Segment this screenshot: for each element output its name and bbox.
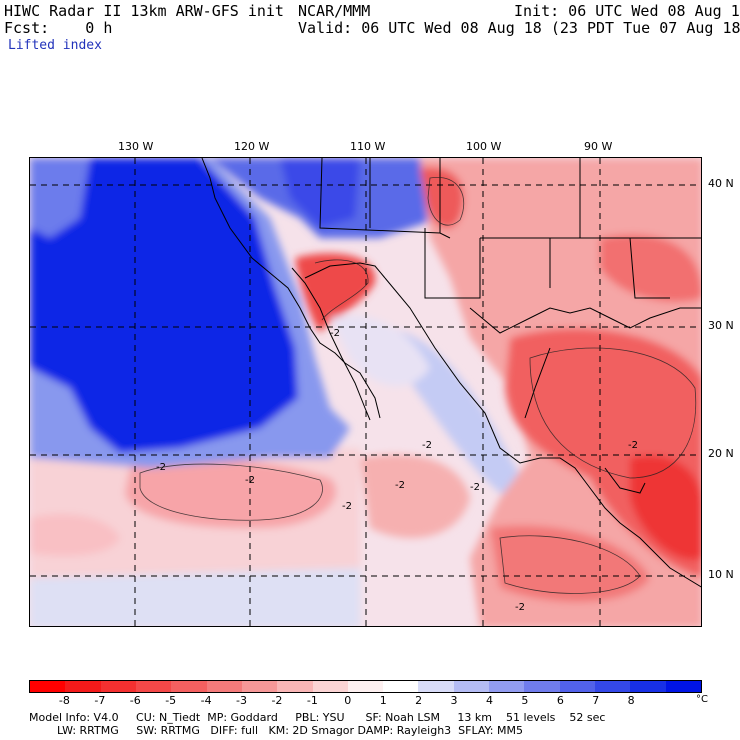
colorbar-segment: [595, 681, 631, 692]
colorbar-segment: [418, 681, 454, 692]
itcz-unstable-band: [125, 459, 337, 529]
lon-label-100w: 100 W: [466, 140, 502, 153]
model-info-line1: Model Info: V4.0 CU: N_Tiedt MP: Goddard…: [29, 711, 606, 724]
nw-stable-patch: [30, 158, 90, 238]
colorbar-segment: [206, 681, 242, 692]
lifted-index-map: -2 -2 -2 -2 -2 -2 -2 -2 -2: [29, 157, 702, 627]
contour-label: -2: [422, 440, 432, 451]
east-pacific-unstable: [490, 525, 650, 602]
colorbar-tick-label: 8: [627, 694, 635, 707]
colorbar-segment: [665, 681, 701, 692]
lon-label-120w: 120 W: [234, 140, 270, 153]
colorbar: [29, 680, 702, 693]
central-plains-unstable: [420, 167, 464, 229]
colorbar-unit: °C: [696, 694, 708, 705]
contours: [139, 176, 697, 594]
contour-label: -2: [342, 501, 352, 512]
contour-label: -2: [156, 462, 166, 473]
lon-label-110w: 110 W: [350, 140, 386, 153]
colorbar-segment: [135, 681, 172, 692]
colorbar-tick-label: 7: [592, 694, 600, 707]
colorbar-tick-label: -5: [165, 694, 177, 707]
colorbar-tick-label: 6: [556, 694, 564, 707]
contour-label: -2: [515, 602, 525, 613]
coastlines: [201, 158, 701, 588]
colorbar-segment: [453, 681, 490, 692]
colorbar-segment: [383, 681, 419, 692]
baja-neutral: [330, 315, 430, 387]
colorbar-segment: [30, 681, 66, 692]
colorbar-segment: [524, 681, 560, 692]
valid-time: Valid: 06 UTC Wed 08 Aug 18 (23 PDT Tue …: [298, 19, 740, 37]
colorbar-tick-label: -7: [94, 694, 106, 707]
southeast-us-unstable: [600, 234, 701, 302]
colorbar-tick-label: 5: [521, 694, 529, 707]
colorbar-segment: [489, 681, 525, 692]
colorbar-segment: [100, 681, 136, 692]
colorbar-tick-label: 4: [485, 694, 493, 707]
colorbar-segment: [65, 681, 101, 692]
colorbar-segment: [347, 681, 384, 692]
colorbar-segment: [171, 681, 207, 692]
graticule: [30, 158, 701, 626]
organization: NCAR/MMM: [298, 2, 371, 20]
pacific-stable-core: [30, 158, 298, 453]
nw-us-stable-core: [280, 158, 360, 228]
colorbar-segment: [241, 681, 278, 692]
caribbean-strong-unstable: [630, 455, 701, 560]
lon-label-90w: 90 W: [584, 140, 613, 153]
colorbar-segment: [559, 681, 595, 692]
colorbar-segment: [312, 681, 348, 692]
model-info-line2: LW: RRTMG SW: RRTMG DIFF: full KM: 2D Sm…: [29, 724, 523, 737]
contour-label: -2: [470, 482, 480, 493]
contour-label: -2: [628, 440, 638, 451]
colorbar-segment: [277, 681, 313, 692]
colorbar-tick-label: -1: [306, 694, 318, 707]
colorbar-tick-label: -8: [58, 694, 70, 707]
contour-label: -2: [395, 480, 405, 491]
colorbar-tick-label: 2: [415, 694, 423, 707]
colorbar-tick-label: 1: [379, 694, 387, 707]
colorbar-tick-label: -6: [129, 694, 141, 707]
init-time: Init: 06 UTC Wed 08 Aug 18: [514, 2, 740, 20]
sw-unstable-patch: [30, 514, 120, 556]
colorbar-segment: [630, 681, 666, 692]
colorbar-tick-label: -3: [236, 694, 247, 707]
colorbar-tick-label: -4: [200, 694, 212, 707]
mexico-coast-unstable: [360, 454, 470, 538]
contour-label: -2: [245, 475, 255, 486]
lat-label-10n: 10 N: [708, 568, 734, 581]
colorbar-tick-label: -2: [271, 694, 283, 707]
lat-label-30n: 30 N: [708, 319, 734, 332]
forecast-hour: Fcst: 0 h: [4, 19, 113, 37]
lon-label-130w: 130 W: [118, 140, 154, 153]
colorbar-tick-label: 0: [344, 694, 352, 707]
southern-stable-strip: [30, 568, 360, 626]
contour-label: -2: [330, 328, 340, 339]
field-name: Lifted index: [8, 38, 102, 53]
colorbar-tick-label: 3: [450, 694, 458, 707]
lat-label-40n: 40 N: [708, 177, 734, 190]
run-title: HIWC Radar II 13km ARW-GFS init: [4, 2, 284, 20]
lat-label-20n: 20 N: [708, 447, 734, 460]
